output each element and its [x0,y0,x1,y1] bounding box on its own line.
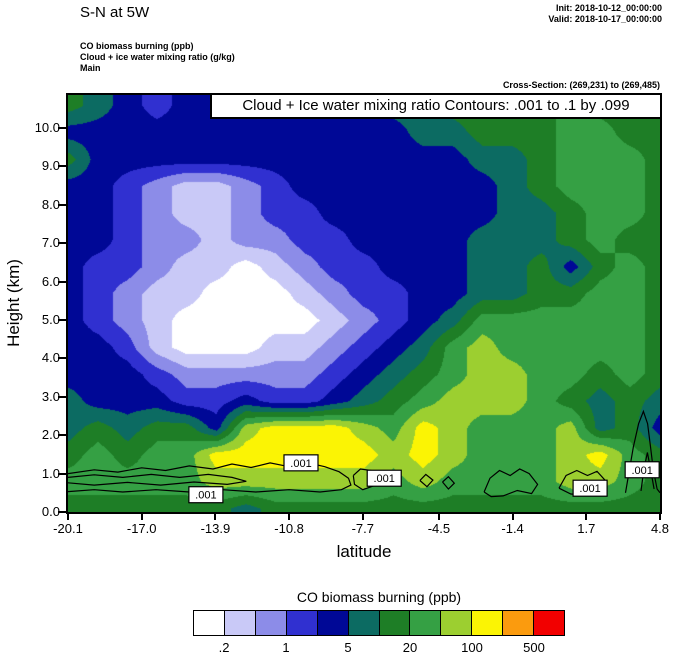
y-axis-label: Height (km) [4,259,23,347]
svg-text:.001: .001 [290,458,311,470]
y-tick-mark [58,165,66,168]
x-tick-mark [437,514,440,520]
x-tick-mark [140,514,143,520]
x-tick-mark [214,514,217,520]
colorbar-tick-label: 20 [402,640,418,655]
colorbar-tick-label: 1 [282,640,290,655]
colorbar-labels: .2 1 5 20 100 500 [193,640,565,656]
colorbar-box [255,611,287,635]
y-tick-label: 4.0 [41,350,60,366]
x-tick-mark [585,514,588,520]
colorbar-tick-label: 100 [461,640,483,655]
run-label: Main [80,63,101,73]
y-tick-mark [58,319,66,321]
svg-text:.001: .001 [373,473,394,485]
cloud-contour-label: .001 [366,469,402,487]
y-tick-mark [58,127,66,130]
colorbar-box [286,611,318,635]
x-tick-label: -13.9 [200,521,231,536]
y-tick-label: 6.0 [41,273,60,289]
y-tick-mark [58,472,66,475]
x-tick-mark [361,514,364,520]
contour-overlay: .001 .001 .001 .001 .001 [68,409,660,504]
colorbar-box [472,611,504,635]
x-tick-label: 1.7 [577,521,596,536]
x-tick-label: -4.5 [427,521,451,536]
y-tick-label: 3.0 [41,388,60,404]
colorbar [193,610,565,636]
y-tick-label: 5.0 [41,312,60,327]
y-tick-mark [58,203,66,206]
colorbar-box [348,611,380,635]
x-tick-label: -1.4 [501,521,524,536]
colorbar-box [503,611,535,635]
contour-info-banner: Cloud + Ice water mixing ratio Contours:… [210,93,662,119]
svg-text:.001: .001 [631,465,652,477]
svg-text:.001: .001 [579,483,600,495]
field-info: CO biomass burning (ppb) Cloud + ice wat… [80,41,235,74]
run-info: Init: 2018-10-12_00:00:00 Valid: 2018-10… [548,3,662,25]
colorbar-box [194,611,225,635]
y-tick-label: 8.0 [41,196,60,212]
y-tick-mark [58,395,66,398]
colorbar-box [379,611,411,635]
cloud-contour-label: .001 [624,461,660,479]
x-tick-label: 4.8 [650,521,670,536]
cloud-contour-line [483,468,539,498]
plot-title: S-N at 5W [80,4,150,21]
colorbar-box [317,611,349,635]
cloud-contour-label: .001 [188,486,224,504]
y-tick-label: 9.0 [41,158,60,174]
cloud-contour-line [419,473,434,488]
x-tick-label: -7.7 [351,521,374,536]
colorbar-tick-label: 500 [523,640,545,655]
field-canvas [68,95,660,512]
colorbar-box [441,611,473,635]
cloud-contour-line [442,475,456,490]
y-tick-label: 1.0 [41,465,60,481]
y-tick-label: 2.0 [41,427,60,443]
colorbar-tick-label: .2 [218,640,230,655]
y-tick-mark [58,434,66,437]
y-tick-mark [58,242,66,245]
init-time: Init: 2018-10-12_00:00:00 [555,3,662,13]
cloud-contour-label: .001 [572,479,608,497]
x-tick-mark [511,514,514,520]
colorbar-box [224,611,256,635]
y-tick-label: 7.0 [41,235,60,251]
x-tick-mark [67,514,69,520]
x-tick-mark [288,514,291,520]
field-name: CO biomass burning (ppb) [80,41,194,51]
x-tick-label: -10.8 [274,521,304,536]
valid-time: Valid: 2018-10-17_00:00:00 [548,14,662,24]
overlay-field-name: Cloud + ice water mixing ratio (g/kg) [80,52,235,62]
x-axis-label: latitude [336,542,392,561]
y-tick-mark [58,280,66,283]
y-tick-mark [58,511,66,513]
x-tick-label: -17.0 [126,521,157,536]
cloud-contour-label: .001 [283,454,319,472]
colorbar-box [410,611,442,635]
colorbar-title: CO biomass burning (ppb) [296,589,462,605]
x-tick-label: -20.1 [53,521,83,536]
cloud-contour-line [68,473,247,486]
plot-area: .001 .001 .001 .001 .001 Cloud + Ice water m… [66,93,662,514]
colorbar-box [534,611,565,635]
cross-section-note: Cross-Section: (269,231) to (269,485) [502,80,660,90]
colorbar-tick-label: 5 [344,640,352,655]
y-tick-label: 0.0 [41,504,60,519]
y-tick-mark [58,357,66,360]
cloud-contour-line [624,409,660,494]
y-tick-label: 10.0 [34,120,60,136]
svg-text:.001: .001 [195,490,216,502]
x-tick-mark [659,514,661,520]
